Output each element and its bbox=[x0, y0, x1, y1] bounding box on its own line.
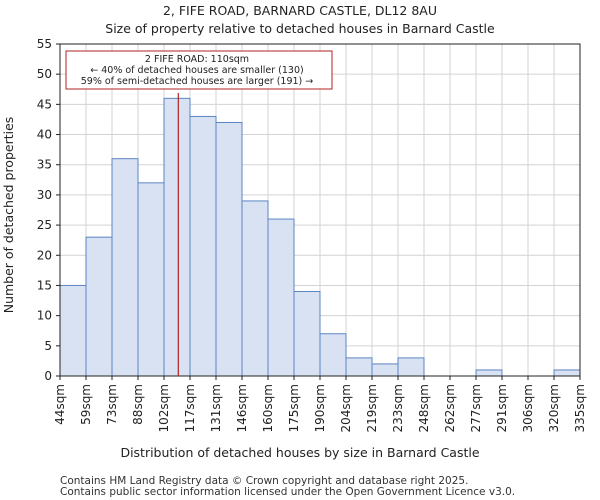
x-tick-label-320sqm: 320sqm bbox=[547, 384, 561, 432]
x-tick-label-204sqm: 204sqm bbox=[339, 384, 353, 432]
y-tick-label: 55 bbox=[37, 37, 52, 51]
x-tick-label-160sqm: 160sqm bbox=[261, 384, 275, 432]
bar-233sqm bbox=[397, 357, 425, 377]
chart-subtitle: Size of property relative to detached ho… bbox=[105, 21, 495, 36]
bar-88sqm bbox=[137, 182, 165, 377]
footer-line-1: Contains HM Land Registry data © Crown c… bbox=[60, 475, 468, 487]
y-tick-label: 0 bbox=[44, 369, 52, 383]
bar-175sqm bbox=[293, 290, 321, 377]
y-tick-labels: 0 5 10 15 20 25 30 35 40 45 50 55 bbox=[37, 37, 60, 383]
bar-117sqm bbox=[189, 115, 217, 377]
y-tick-label: 20 bbox=[37, 248, 52, 262]
x-tick-label-248sqm: 248sqm bbox=[417, 384, 431, 432]
x-tick-label-190sqm: 190sqm bbox=[313, 384, 327, 432]
x-tick-label-306sqm: 306sqm bbox=[521, 384, 535, 432]
y-tick-label: 35 bbox=[37, 158, 52, 172]
y-axis-label: Number of detached properties bbox=[1, 117, 16, 314]
bar-131sqm bbox=[215, 121, 243, 377]
x-tick-label-233sqm: 233sqm bbox=[391, 384, 405, 432]
bar-204sqm bbox=[345, 357, 373, 377]
x-tick-label-59sqm: 59sqm bbox=[79, 384, 93, 425]
bar-277sqm bbox=[475, 369, 503, 377]
y-tick-label: 10 bbox=[37, 309, 52, 323]
x-tick-label-277sqm: 277sqm bbox=[469, 384, 483, 432]
bar-102sqm bbox=[163, 97, 191, 377]
y-tick-label: 45 bbox=[37, 97, 52, 111]
footer-line-2: Contains public sector information licen… bbox=[60, 486, 515, 498]
x-axis-label: Distribution of detached houses by size … bbox=[120, 445, 479, 460]
bar-160sqm bbox=[267, 218, 295, 377]
bars bbox=[59, 97, 581, 377]
x-tick-label-73sqm: 73sqm bbox=[105, 384, 119, 425]
y-tick-label: 50 bbox=[37, 67, 52, 81]
chart-title: 2, FIFE ROAD, BARNARD CASTLE, DL12 8AU bbox=[163, 3, 437, 18]
x-tick-label-131sqm: 131sqm bbox=[209, 384, 223, 432]
x-tick-label-117sqm: 117sqm bbox=[183, 384, 197, 432]
x-tick-label-175sqm: 175sqm bbox=[287, 384, 301, 432]
bar-44sqm bbox=[59, 284, 87, 377]
y-tick-label: 25 bbox=[37, 218, 52, 232]
bar-73sqm bbox=[111, 158, 139, 377]
bar-190sqm bbox=[319, 333, 347, 377]
x-tick-label-44sqm: 44sqm bbox=[53, 384, 67, 425]
annotation-box bbox=[65, 50, 333, 90]
bar-59sqm bbox=[85, 236, 113, 377]
x-tick-label-88sqm: 88sqm bbox=[131, 384, 145, 425]
bar-146sqm bbox=[241, 200, 269, 377]
x-tick-label-219sqm: 219sqm bbox=[365, 384, 379, 432]
x-tick-label-262sqm: 262sqm bbox=[443, 384, 457, 432]
y-tick-label: 30 bbox=[37, 188, 52, 202]
x-tick-label-102sqm: 102sqm bbox=[157, 384, 171, 432]
annotation-line-1: 2 FIFE ROAD: 110sqm bbox=[145, 54, 249, 65]
property-marker: 2 FIFE ROAD: 110sqm← 40% of detached hou… bbox=[65, 50, 333, 376]
y-tick-label: 15 bbox=[37, 278, 52, 292]
bar-320sqm bbox=[553, 369, 581, 377]
bar-219sqm bbox=[371, 363, 399, 377]
x-tick-labels: 44sqm 59sqm 73sqm 88sqm 102sqm 117sqm 131sqm 14… bbox=[53, 376, 587, 432]
annotation-line-3: 59% of semi-detached houses are larger (… bbox=[81, 76, 314, 87]
x-tick-label-146sqm: 146sqm bbox=[235, 384, 249, 432]
y-tick-label: 40 bbox=[37, 128, 52, 142]
x-tick-label-335sqm: 335sqm bbox=[573, 384, 587, 432]
annotation-line-2: ← 40% of detached houses are smaller (13… bbox=[90, 65, 303, 76]
y-tick-label: 5 bbox=[44, 339, 52, 353]
x-tick-label-291sqm: 291sqm bbox=[495, 384, 509, 432]
